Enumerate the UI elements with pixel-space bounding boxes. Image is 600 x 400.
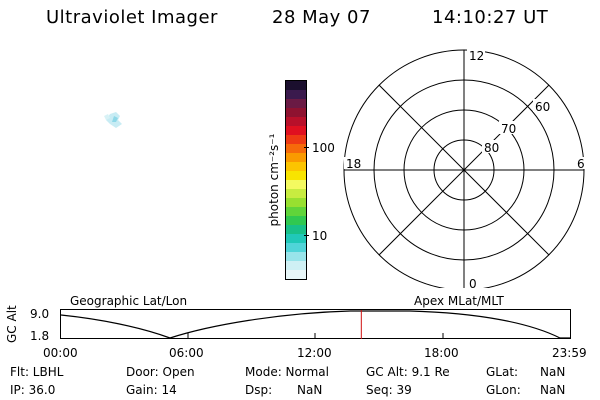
polar-label-0: 0 (469, 277, 477, 288)
polar-ring-label-60: 60 (535, 100, 550, 114)
timeline-xtick-2359: 23:59 (552, 346, 587, 360)
colorbar-segment (286, 261, 306, 270)
timeline-ylabel: GC Alt (5, 305, 19, 343)
gc-alt-info: GC Alt: 9.1 Re (366, 365, 450, 379)
glat-label: GLat: (486, 365, 519, 379)
colorbar-segment (286, 99, 306, 108)
colorbar-segment (286, 171, 306, 180)
timeline-left-title: Geographic Lat/Lon (70, 294, 188, 308)
colorbar (285, 80, 307, 280)
timeline-ytick-1.8: 1.8 (30, 329, 50, 343)
colorbar-segment (286, 180, 306, 189)
colorbar-segment (286, 135, 306, 144)
door-info: Door: Open (126, 365, 195, 379)
colorbar-segment (286, 126, 306, 135)
timeline-xtick-0600: 06:00 (169, 346, 204, 360)
polar-label-12: 12 (469, 49, 484, 63)
colorbar-segment (286, 234, 306, 243)
date-label: 28 May 07 (272, 7, 371, 28)
colorbar-segment (286, 225, 306, 234)
timeline-xtick-1800: 18:00 (424, 346, 459, 360)
timeline-xtick-0000: 00:00 (43, 346, 78, 360)
polar-plot: 12 0 18 6 80 70 60 (343, 48, 588, 288)
altitude-curve (60, 310, 570, 339)
colorbar-segment (286, 108, 306, 117)
colorbar-segment (286, 117, 306, 126)
timeline-frame (60, 309, 571, 339)
colorbar-tick-100: 100 (312, 141, 335, 155)
polar-ring-label-70: 70 (501, 122, 516, 136)
time-label: 14:10:27 UT (432, 7, 549, 28)
colorbar-segment (286, 153, 306, 162)
colorbar-segment (286, 270, 306, 279)
uv-image-area (10, 40, 270, 290)
instrument-title: Ultraviolet Imager (46, 7, 218, 28)
timeline-plot (60, 309, 571, 339)
colorbar-segment (286, 252, 306, 261)
glon-value: NaN (540, 383, 566, 397)
polar-label-6: 6 (577, 157, 585, 171)
gain-info: Gain: 14 (126, 383, 177, 397)
colorbar-tick-mark (304, 147, 309, 148)
colorbar-segment (286, 162, 306, 171)
colorbar-segment (286, 90, 306, 99)
polar-diagonal-2 (378, 84, 550, 256)
mode-info: Mode: Normal (245, 365, 329, 379)
colorbar-segment (286, 81, 306, 90)
aurora-blob (104, 112, 122, 128)
colorbar-segment (286, 243, 306, 252)
ip-info: IP: 36.0 (10, 383, 56, 397)
polar-ring-label-80: 80 (484, 141, 499, 155)
filter-info: Flt: LBHL (10, 365, 64, 379)
colorbar-segment (286, 207, 306, 216)
polar-label-18: 18 (346, 157, 361, 171)
colorbar-segment (286, 189, 306, 198)
glat-value: NaN (540, 365, 566, 379)
colorbar-segment (286, 216, 306, 225)
dsp-label: Dsp: (245, 383, 273, 397)
dsp-value: NaN (297, 383, 323, 397)
colorbar-tick-mark (304, 235, 309, 236)
colorbar-tick-10: 10 (312, 229, 328, 243)
timeline-xtick-1200: 12:00 (297, 346, 332, 360)
timeline-right-title: Apex MLat/MLT (414, 294, 504, 308)
colorbar-segment (286, 144, 306, 153)
colorbar-segment (286, 198, 306, 207)
colorbar-unit-label: photon cm⁻²s⁻¹ (267, 133, 281, 227)
glon-label: GLon: (486, 383, 521, 397)
seq-info: Seq: 39 (366, 383, 412, 397)
timeline-ytick-9: 9.0 (30, 307, 50, 321)
